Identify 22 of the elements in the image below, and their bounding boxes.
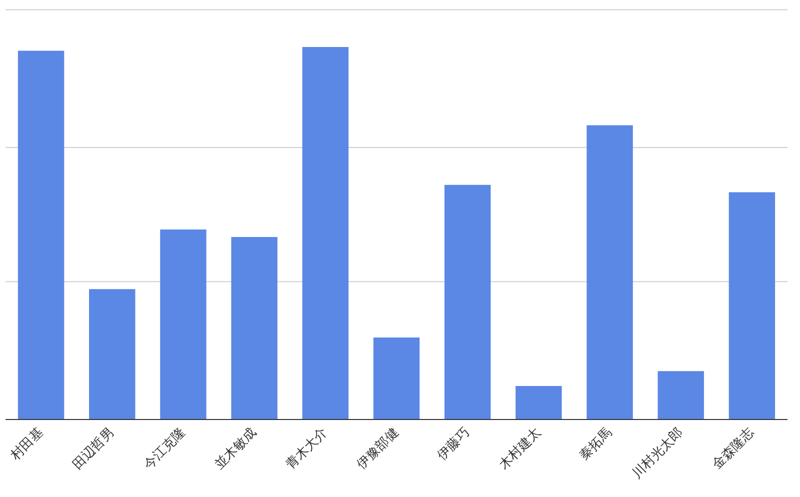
x-tick-label: 青木大介 <box>283 425 331 473</box>
bar <box>586 125 633 420</box>
x-tick-label: 並木敏成 <box>212 425 260 473</box>
x-tick-label: 今江克隆 <box>141 425 189 473</box>
bar <box>160 230 206 420</box>
x-tick-label: 秦拓馬 <box>576 425 616 464</box>
x-tick-label: 木村建太 <box>496 425 544 473</box>
bar <box>516 386 562 420</box>
x-tick-label: 伊藤巧 <box>434 425 473 464</box>
x-tick-label: 田辺哲男 <box>70 425 118 473</box>
x-tick-label: 村田基 <box>7 425 46 464</box>
bar <box>373 338 420 420</box>
x-tick-label: 川村光太郎 <box>628 424 686 482</box>
bar <box>302 46 349 420</box>
bar <box>231 236 278 420</box>
bar <box>658 371 704 420</box>
bar <box>728 192 776 420</box>
x-tick-label: 伊豫部健 <box>354 425 402 473</box>
bar <box>444 184 491 420</box>
x-tick-label: 金森隆志 <box>710 425 758 473</box>
bar <box>18 50 64 420</box>
bar <box>89 289 136 420</box>
